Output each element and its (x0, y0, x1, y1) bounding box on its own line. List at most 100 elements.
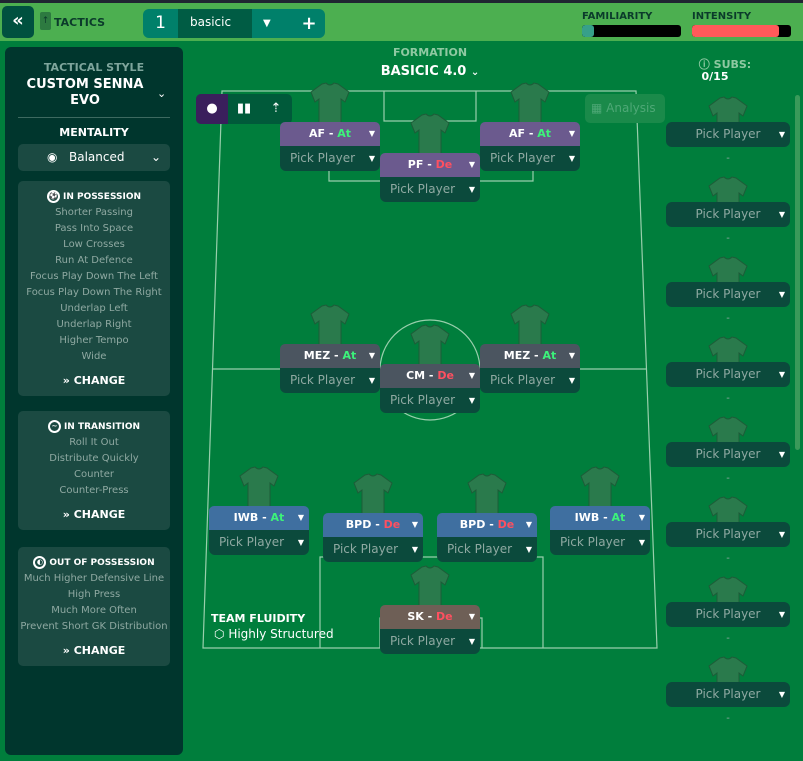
sub-note: - (726, 473, 730, 484)
pick-sub-dropdown[interactable]: Pick Player ▼ (666, 282, 790, 307)
dropdown-arrow-icon: ▼ (778, 210, 785, 219)
dropdown-arrow-icon: ▼ (568, 129, 575, 138)
team-fluidity-label: TEAM FLUIDITY (211, 612, 306, 625)
change-button[interactable]: » CHANGE (62, 508, 126, 521)
dropdown-arrow-icon: ▼ (468, 612, 475, 621)
pick-player-dropdown[interactable]: Pick Player ▼ (380, 388, 480, 413)
player-slot: IWB - At ▼ Pick Player ▼ (209, 506, 309, 555)
role-dropdown[interactable]: PF - De ▼ (380, 153, 480, 177)
top-bar: « ↑ TACTICS 1 basicic 4.0 ▼ + FAMILIARIT… (0, 0, 803, 41)
chevron-down-icon[interactable]: ▼ (263, 18, 271, 29)
mentality-dropdown[interactable]: ◉ Balanced ⌄ (18, 144, 170, 171)
pick-sub-dropdown[interactable]: Pick Player ▼ (666, 522, 790, 547)
role-dropdown[interactable]: CM - De ▼ (380, 364, 480, 388)
pick-player-dropdown[interactable]: Pick Player ▼ (380, 177, 480, 202)
chevron-down-icon[interactable]: ⌄ (157, 87, 167, 100)
sub-note: - (726, 553, 730, 564)
intensity-bar[interactable] (692, 25, 791, 37)
role-dropdown[interactable]: SK - De ▼ (380, 605, 480, 629)
instruction-item: Underlap Right (56, 319, 132, 330)
instructions-icon[interactable]: ⇡ (270, 101, 282, 116)
tactics-sidebar: TACTICAL STYLE CUSTOM SENNA EVO ⌄ MENTAL… (5, 47, 183, 755)
change-button[interactable]: » CHANGE (62, 374, 126, 387)
role-dropdown[interactable]: IWB - At ▼ (550, 506, 650, 530)
mentality-label: MENTALITY (59, 126, 129, 139)
shirt-icon (410, 113, 450, 155)
pick-sub-dropdown[interactable]: Pick Player ▼ (666, 362, 790, 387)
tactical-style-label: TACTICAL STYLE (43, 61, 145, 74)
intensity-fill (692, 25, 780, 37)
dropdown-arrow-icon: ▼ (411, 520, 418, 529)
shirt-icon (708, 496, 748, 522)
role-dropdown[interactable]: AF - At ▼ (280, 122, 380, 146)
dropdown-arrow-icon: ▼ (468, 160, 475, 169)
analysis-label: Analysis (606, 101, 656, 115)
instruction-item: Counter (74, 469, 114, 480)
instruction-item: Low Crosses (63, 239, 125, 250)
pick-player-dropdown[interactable]: Pick Player ▼ (480, 146, 580, 171)
dropdown-arrow-icon: ▼ (568, 351, 575, 360)
bar-chart-icon[interactable]: ▮▮ (236, 101, 252, 116)
familiarity-bar[interactable] (582, 25, 681, 37)
section-1: ~ IN TRANSITION Roll It Out Distribute Qui… (18, 411, 170, 530)
tactics-label: TACTICS (54, 16, 106, 29)
tactical-style-dropdown[interactable]: CUSTOM SENNA EVO (26, 77, 144, 108)
dropdown-arrow-icon: ▼ (638, 513, 645, 522)
change-button[interactable]: » CHANGE (62, 644, 126, 657)
pick-sub-dropdown[interactable]: Pick Player ▼ (666, 202, 790, 227)
tactic-name-dropdown[interactable]: basicic 4.0 (178, 9, 252, 38)
add-tactic-button[interactable]: + (301, 13, 317, 34)
tactic-slot-number[interactable]: 1 (155, 13, 166, 33)
sub-slot: Pick Player ▼ - (666, 682, 790, 724)
dropdown-arrow-icon: ▼ (778, 450, 785, 459)
sub-note: - (726, 153, 730, 164)
role-dropdown[interactable]: MEZ - At ▼ (280, 344, 380, 368)
instruction-item: Pass Into Space (54, 223, 134, 234)
sub-slot: Pick Player ▼ - (666, 122, 790, 164)
pick-player-dropdown[interactable]: Pick Player ▼ (209, 530, 309, 555)
dropdown-arrow-icon: ▼ (778, 130, 785, 139)
pick-player-dropdown[interactable]: Pick Player ▼ (323, 537, 423, 562)
pick-sub-dropdown[interactable]: Pick Player ▼ (666, 602, 790, 627)
familiarity-fill (582, 25, 594, 37)
section-icon: ⚽ (46, 190, 60, 203)
dropdown-arrow-icon: ▼ (411, 545, 418, 554)
shirt-icon (310, 304, 350, 346)
tactic-slot-selector: 1 basicic 4.0 ▼ + (143, 9, 325, 38)
formation-dropdown[interactable]: BASICIC 4.0 ⌄ (330, 64, 530, 79)
dropdown-arrow-icon: ▼ (778, 370, 785, 379)
shirt-icon (708, 96, 748, 122)
familiarity-label: FAMILIARITY (582, 11, 653, 22)
role-dropdown[interactable]: BPD - De ▼ (437, 513, 537, 537)
role-dropdown[interactable]: MEZ - At ▼ (480, 344, 580, 368)
role-dropdown[interactable]: AF - At ▼ (480, 122, 580, 146)
sub-slot: Pick Player ▼ - (666, 282, 790, 324)
shirt-icon (510, 304, 550, 346)
player-slot: BPD - De ▼ Pick Player ▼ (437, 513, 537, 562)
double-chevron-right-icon: » (62, 508, 70, 521)
role-dropdown[interactable]: BPD - De ▼ (323, 513, 423, 537)
pick-player-dropdown[interactable]: Pick Player ▼ (280, 146, 380, 171)
pick-sub-dropdown[interactable]: Pick Player ▼ (666, 682, 790, 707)
pick-player-dropdown[interactable]: Pick Player ▼ (437, 537, 537, 562)
pick-player-dropdown[interactable]: Pick Player ▼ (480, 368, 580, 393)
pick-sub-dropdown[interactable]: Pick Player ▼ (666, 122, 790, 147)
analysis-button[interactable]: ▦ Analysis (585, 94, 665, 123)
back-button[interactable]: « (2, 6, 34, 38)
mentality-value: Balanced (69, 150, 125, 164)
subs-count: 0/15 (701, 70, 729, 83)
subs-scrollbar[interactable] (795, 95, 800, 450)
shirt-icon (708, 576, 748, 602)
dropdown-arrow-icon: ▼ (297, 538, 304, 547)
pick-sub-dropdown[interactable]: Pick Player ▼ (666, 442, 790, 467)
player-slot: MEZ - At ▼ Pick Player ▼ (480, 344, 580, 393)
pick-player-dropdown[interactable]: Pick Player ▼ (380, 629, 480, 654)
dropdown-arrow-icon: ▼ (297, 513, 304, 522)
player-view-icon[interactable]: ● (196, 94, 228, 124)
double-chevron-right-icon: » (62, 374, 70, 387)
info-icon: ⓘ (698, 58, 710, 71)
pick-player-dropdown[interactable]: Pick Player ▼ (550, 530, 650, 555)
pick-player-dropdown[interactable]: Pick Player ▼ (280, 368, 380, 393)
role-dropdown[interactable]: IWB - At ▼ (209, 506, 309, 530)
instruction-item: Much More Often (51, 605, 137, 616)
